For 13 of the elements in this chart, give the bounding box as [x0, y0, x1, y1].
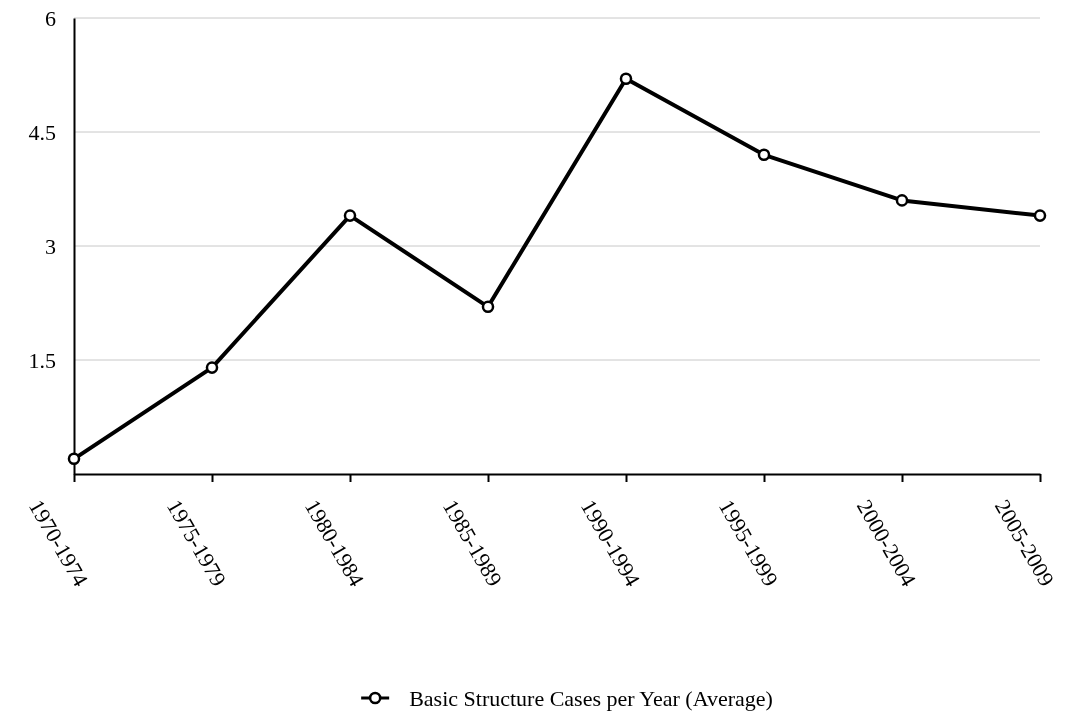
- point: [343, 209, 357, 222]
- y-tick-label: 1.5: [28, 347, 56, 373]
- y-tick-label: 4.5: [28, 119, 56, 145]
- point: [481, 300, 495, 314]
- point: [757, 148, 771, 162]
- point: [67, 452, 81, 466]
- legend-label: Basic Structure Cases per Year (Average): [409, 685, 773, 711]
- point: [619, 72, 633, 86]
- point: [205, 361, 219, 374]
- point: [1033, 209, 1047, 222]
- point: [895, 194, 909, 207]
- y-tick-label: 3: [45, 233, 56, 259]
- y-tick-label: 6: [45, 5, 56, 31]
